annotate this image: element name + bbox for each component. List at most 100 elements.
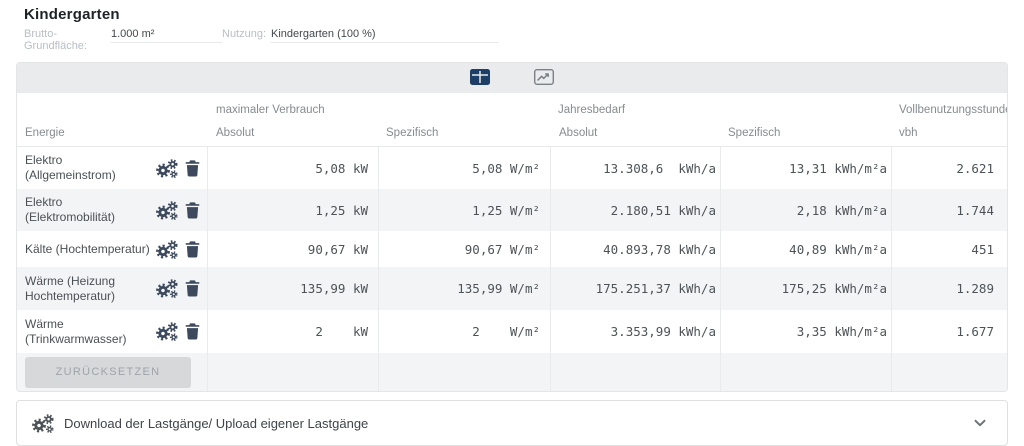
- chart-view-button[interactable]: [527, 66, 561, 90]
- value-integer: 2: [796, 202, 805, 218]
- col-header-energie: Energie: [25, 127, 65, 139]
- value-unit: W/m²: [509, 202, 540, 218]
- value-unit: kWh/a: [678, 324, 716, 339]
- value-integer: 2: [472, 324, 480, 339]
- value-unit: kW: [352, 202, 368, 218]
- vbh-cell: 2.621: [891, 147, 1007, 189]
- max-verbrauch-absolut-cell: 1,25 kW: [207, 189, 378, 231]
- value-integer: 40.893: [603, 241, 649, 257]
- vbh-cell: 451: [891, 231, 1007, 267]
- delete-button[interactable]: [185, 323, 200, 340]
- value-unit: kWh/a: [678, 281, 716, 296]
- trash-icon: [185, 201, 200, 218]
- reset-button[interactable]: ZURÜCKSETZEN: [25, 356, 191, 388]
- value-integer: 5: [472, 160, 480, 176]
- max-verbrauch-spezifisch-cell: 1,25 W/m²: [378, 189, 550, 231]
- value-integer: 1: [315, 202, 323, 218]
- jahresbedarf-absolut-cell: 40.893,78 kWh/a: [550, 231, 720, 267]
- value-integer: 90: [464, 241, 480, 257]
- building-meta: Brutto-Grundfläche: 1.000 m² Nutzung: Ki…: [24, 28, 1008, 52]
- table-row: Wärme (Heizung Hochtemperatur) 135,99 kW …: [17, 267, 1007, 310]
- meta-usage: Nutzung: Kindergarten (100 %): [222, 28, 500, 43]
- settings-button[interactable]: [155, 322, 178, 341]
- value-integer: 5: [315, 160, 323, 176]
- value-integer: 90: [307, 241, 323, 257]
- energy-cell: Elektro (Elektromobilität): [17, 189, 207, 231]
- settings-button[interactable]: [155, 279, 178, 298]
- jahresbedarf-spezifisch-cell: 40,89 kWh/m²a: [720, 231, 891, 267]
- col-header-spezifisch: Spezifisch: [386, 127, 439, 139]
- delete-button[interactable]: [185, 201, 200, 219]
- max-verbrauch-absolut-cell: 2 kW: [207, 310, 378, 353]
- value-decimal: ,25: [322, 202, 346, 218]
- empty-cell: [207, 353, 378, 391]
- meta-gross-floor-area: Brutto-Grundfläche: 1.000 m²: [24, 28, 222, 52]
- row-label: Wärme (Trinkwarmwasser): [25, 316, 127, 346]
- value-integer: 135: [457, 281, 480, 296]
- trash-icon: [185, 323, 200, 340]
- value-unit: kWh/m²a: [834, 324, 887, 339]
- group-header-jahresbedarf: Jahresbedarf: [558, 103, 626, 116]
- value-decimal: ,89: [804, 241, 827, 257]
- value-unit: W/m²: [509, 160, 540, 176]
- empty-cell: [891, 353, 1007, 391]
- delete-button[interactable]: [185, 240, 200, 258]
- table-row: Elektro (Elektromobilität) 1,25 kW 1,25 W/…: [17, 189, 1007, 231]
- empty-cell: [720, 353, 891, 391]
- value-decimal: ,99: [648, 324, 671, 339]
- jahresbedarf-absolut-cell: 175.251,37 kWh/a: [550, 267, 720, 310]
- settings-button[interactable]: [155, 239, 178, 259]
- vbh-cell: 1.289: [891, 267, 1007, 310]
- value-integer: 40: [789, 241, 805, 257]
- empty-cell: [378, 353, 550, 391]
- meta-value: Kindergarten (100 %): [271, 28, 500, 43]
- group-header-max-verbrauch: maximaler Verbrauch: [216, 103, 325, 116]
- value-integer: 175: [781, 281, 805, 296]
- value-decimal: ,99: [479, 281, 503, 296]
- group-header-row: maximaler Verbrauch Jahresbedarf Vollben…: [17, 93, 1007, 120]
- value-integer: 1.289: [956, 281, 994, 296]
- settings-button[interactable]: [155, 200, 178, 220]
- settings-button[interactable]: [155, 158, 178, 178]
- max-verbrauch-absolut-cell: 135,99 kW: [207, 267, 378, 310]
- meta-value: 1.000 m²: [110, 28, 222, 43]
- lastgaenge-expander[interactable]: Download der Lastgänge/ Upload eigener L…: [16, 400, 1008, 446]
- table-row: Kälte (Hochtemperatur) 90,67 kW 90,67 W/m²…: [17, 231, 1007, 267]
- gears-icon: [156, 279, 178, 298]
- table-footer-row: ZURÜCKSETZEN: [17, 353, 1007, 391]
- value-decimal: ,78: [648, 241, 671, 257]
- jahresbedarf-spezifisch-cell: 13,31 kWh/m²a: [720, 147, 891, 189]
- jahresbedarf-spezifisch-cell: 175,25 kWh/m²a: [720, 267, 891, 310]
- value-decimal: ,25: [479, 202, 503, 218]
- value-integer: 2.621: [956, 160, 994, 176]
- vbh-cell: 1.677: [891, 310, 1007, 353]
- chevron-down-icon[interactable]: [971, 414, 989, 432]
- table-view-button[interactable]: [463, 66, 497, 90]
- jahresbedarf-spezifisch-cell: 3,35 kWh/m²a: [720, 310, 891, 353]
- value-decimal: ,25: [804, 281, 827, 296]
- energy-cell: Kälte (Hochtemperatur): [17, 231, 207, 267]
- row-label: Elektro (Allgemeinstrom): [25, 153, 116, 182]
- row-label: Elektro (Elektromobilität): [25, 195, 116, 224]
- jahresbedarf-absolut-cell: 2.180,51 kWh/a: [550, 189, 720, 231]
- value-integer: 451: [971, 241, 994, 257]
- value-unit: kW: [352, 160, 368, 176]
- jahresbedarf-absolut-cell: 13.308,6 kWh/a: [550, 147, 720, 189]
- value-decimal: ,08: [479, 160, 503, 176]
- value-unit: kW: [352, 241, 368, 257]
- value-integer: 13: [789, 160, 805, 176]
- value-integer: 135: [300, 281, 323, 296]
- page-title: Kindergarten: [24, 6, 120, 23]
- value-unit: kW: [352, 324, 368, 339]
- value-integer: 3: [796, 324, 805, 339]
- table-row: Elektro (Allgemeinstrom) 5,08 kW 5,08 W/m²…: [17, 147, 1007, 189]
- energy-cell: Wärme (Trinkwarmwasser): [17, 310, 207, 353]
- value-decimal: ,67: [322, 241, 346, 257]
- column-header-row: Energie Absolut Spezifisch Absolut Spezi…: [17, 120, 1007, 147]
- delete-button[interactable]: [185, 159, 200, 177]
- energy-cell: Elektro (Allgemeinstrom): [17, 147, 207, 189]
- trash-icon: [185, 159, 200, 176]
- max-verbrauch-absolut-cell: 90,67 kW: [207, 231, 378, 267]
- delete-button[interactable]: [185, 280, 200, 297]
